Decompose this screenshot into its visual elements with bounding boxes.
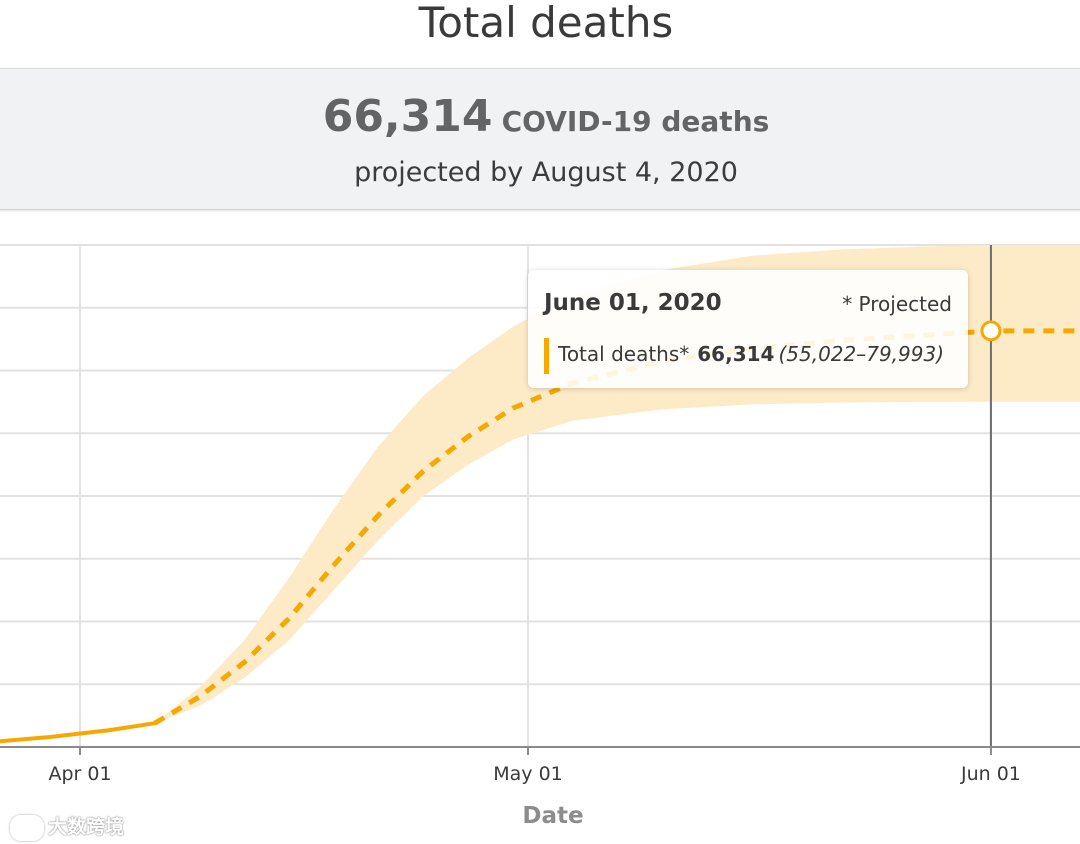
tooltip-row: Total deaths* 66,314 (55,022–79,993) <box>558 342 944 366</box>
tooltip-value: 66,314 <box>697 342 775 366</box>
tooltip-series-label: Total deaths* <box>558 342 690 366</box>
summary-label: COVID-19 deaths <box>501 105 770 138</box>
watermark: 大数跨境 <box>10 812 124 841</box>
highlight-point[interactable] <box>980 320 1002 342</box>
x-axis-ticks: Apr 01 May 01 Jun 01 <box>48 747 1021 785</box>
summary-headline: 66,314 COVID-19 deaths <box>0 91 1080 142</box>
x-tick-label: Jun 01 <box>960 763 1021 785</box>
chart-tooltip: June 01, 2020 * Projected Total deaths* 6… <box>528 270 968 388</box>
x-tick-label: May 01 <box>493 763 563 785</box>
x-tick-label: Apr 01 <box>48 763 111 785</box>
tooltip-series-swatch <box>544 338 549 374</box>
summary-value: 66,314 <box>322 91 493 142</box>
chart-title: Total deaths <box>418 0 674 47</box>
tooltip-date: June 01, 2020 <box>544 290 722 316</box>
watermark-logo-icon <box>10 814 44 841</box>
summary-panel: 66,314 COVID-19 deaths projected by Augu… <box>0 68 1080 210</box>
actual-deaths-line <box>0 721 157 744</box>
tooltip-note: * Projected <box>842 292 952 316</box>
watermark-text: 大数跨境 <box>48 816 125 838</box>
summary-subtitle: projected by August 4, 2020 <box>354 157 738 188</box>
tooltip-range: (55,022–79,993) <box>778 342 945 366</box>
x-axis-label: Date <box>522 803 583 829</box>
